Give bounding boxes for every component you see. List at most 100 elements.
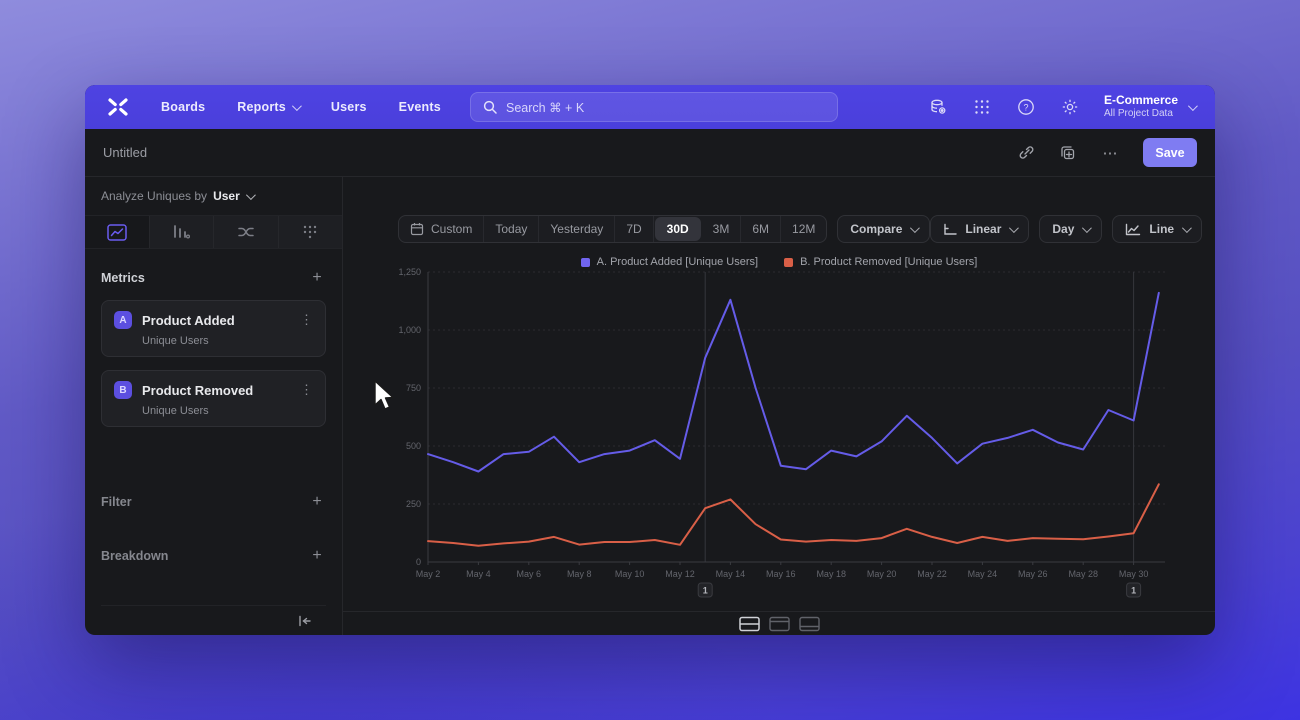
save-button[interactable]: Save — [1143, 138, 1197, 167]
report-toolbar: Untitled ⋯ Save — [85, 129, 1215, 177]
project-switcher[interactable]: E-Commerce All Project Data — [1103, 93, 1198, 121]
search-input[interactable]: Search ⌘ + K — [470, 92, 838, 122]
chart-toolbar: Custom Today Yesterday 7D 30D 3M 6M 12M … — [343, 215, 1215, 243]
tab-retention[interactable] — [278, 216, 342, 248]
filter-row: Filter + — [101, 493, 326, 511]
svg-text:May 26: May 26 — [1018, 569, 1048, 579]
chevron-down-icon — [1182, 222, 1192, 233]
breakdown-row: Breakdown + — [101, 547, 326, 565]
metric-badge-b: B — [114, 381, 132, 399]
nav-item-boards[interactable]: Boards — [161, 100, 205, 114]
nav-item-label: Events — [398, 100, 441, 114]
metric-options-icon[interactable]: ⋮ — [300, 382, 313, 397]
layout-switcher — [343, 611, 1215, 635]
svg-text:May 12: May 12 — [665, 569, 695, 579]
range-3m[interactable]: 3M — [702, 216, 742, 242]
range-today[interactable]: Today — [484, 216, 540, 242]
range-7d[interactable]: 7D — [615, 216, 654, 242]
settings-gear-icon[interactable] — [1060, 97, 1080, 117]
query-sidebar: Analyze Uniques by User — [85, 177, 343, 635]
mouse-cursor — [374, 380, 394, 410]
apps-grid-icon[interactable] — [972, 97, 992, 117]
data-management-icon[interactable] — [928, 97, 948, 117]
copy-link-icon[interactable] — [1017, 144, 1035, 162]
svg-text:May 2: May 2 — [416, 569, 441, 579]
tab-insights[interactable] — [85, 216, 150, 248]
chart-panel: Custom Today Yesterday 7D 30D 3M 6M 12M … — [343, 177, 1215, 635]
metric-options-icon[interactable]: ⋮ — [300, 312, 313, 327]
metric-card-product-added[interactable]: A Product Added ⋮ Unique Users — [101, 300, 326, 357]
tab-funnels[interactable] — [149, 216, 214, 248]
chevron-down-icon — [245, 189, 256, 200]
layout-split-view-icon[interactable] — [738, 616, 760, 632]
chevron-down-icon — [1009, 222, 1020, 233]
legend-item-a[interactable]: A. Product Added [Unique Users] — [580, 256, 759, 268]
help-icon[interactable]: ? — [1016, 97, 1036, 117]
range-label: Custom — [431, 222, 473, 236]
tab-flows[interactable] — [214, 216, 279, 248]
add-breakdown-button[interactable]: + — [312, 547, 322, 564]
svg-text:750: 750 — [406, 383, 421, 393]
range-label: 12M — [792, 222, 816, 236]
svg-text:1: 1 — [1131, 586, 1136, 596]
compare-label: Compare — [850, 222, 903, 236]
nav-item-events[interactable]: Events — [399, 100, 441, 114]
svg-text:May 20: May 20 — [867, 569, 897, 579]
add-metric-button[interactable]: + — [312, 269, 322, 286]
chevron-down-icon — [1187, 100, 1198, 111]
nav-item-users[interactable]: Users — [331, 100, 367, 114]
duplicate-icon[interactable] — [1059, 144, 1077, 162]
svg-text:May 16: May 16 — [766, 569, 796, 579]
legend-item-b[interactable]: B. Product Removed [Unique Users] — [784, 256, 977, 268]
retention-icon — [304, 225, 317, 239]
more-options-icon[interactable]: ⋯ — [1102, 144, 1118, 162]
mixpanel-logo-icon[interactable] — [105, 95, 131, 119]
svg-text:May 28: May 28 — [1068, 569, 1098, 579]
range-label: 6M — [752, 222, 770, 236]
legend-label: A. Product Added [Unique Users] — [596, 256, 759, 268]
range-30d[interactable]: 30D — [654, 217, 701, 241]
svg-text:0: 0 — [416, 557, 421, 567]
project-name: E-Commerce — [1103, 93, 1178, 108]
report-title[interactable]: Untitled — [103, 145, 148, 160]
range-custom[interactable]: Custom — [399, 216, 485, 242]
line-chart[interactable]: 0 250 500 750 1,000 1,250 May 2 May 4 May 6 May 8… — [343, 268, 1215, 611]
add-filter-button[interactable]: + — [312, 493, 322, 510]
metrics-label: Metrics — [101, 271, 145, 285]
funnels-icon — [174, 225, 191, 239]
scale-label: Linear — [965, 222, 1002, 236]
metrics-header-row: Metrics + — [101, 269, 326, 287]
chevron-down-icon — [291, 100, 302, 111]
chart-type-selector[interactable]: Line — [1112, 215, 1203, 243]
svg-text:May 18: May 18 — [816, 569, 846, 579]
chevron-down-icon — [910, 222, 921, 233]
sidebar-footer — [101, 605, 326, 635]
svg-text:?: ? — [1023, 102, 1028, 112]
layout-table-only-icon[interactable] — [798, 616, 820, 632]
analyze-by-value[interactable]: User — [213, 189, 240, 203]
analyze-uniques-header: Analyze Uniques by User — [85, 177, 342, 216]
svg-text:250: 250 — [406, 499, 421, 509]
calendar-icon — [410, 223, 424, 236]
chart-canvas[interactable]: 0 250 500 750 1,000 1,250 May 2 May 4 May 6 May 8… — [343, 268, 1214, 604]
svg-text:1,000: 1,000 — [398, 325, 421, 335]
interval-selector[interactable]: Day — [1039, 215, 1103, 243]
metric-subtitle[interactable]: Unique Users — [142, 335, 209, 347]
range-label: Today — [495, 222, 528, 236]
layout-chart-only-icon[interactable] — [768, 616, 790, 632]
scale-selector[interactable]: Linear — [930, 215, 1030, 243]
range-yesterday[interactable]: Yesterday — [539, 216, 616, 242]
interval-label: Day — [1052, 222, 1075, 236]
compare-button[interactable]: Compare — [837, 215, 931, 243]
svg-text:1,250: 1,250 — [398, 268, 421, 277]
search-placeholder: Search ⌘ + K — [506, 100, 585, 115]
svg-text:May 24: May 24 — [968, 569, 998, 579]
svg-text:May 30: May 30 — [1119, 569, 1149, 579]
insights-icon — [107, 223, 127, 241]
range-6m[interactable]: 6M — [741, 216, 782, 242]
range-12m[interactable]: 12M — [781, 216, 826, 242]
collapse-sidebar-icon[interactable] — [298, 615, 312, 627]
nav-item-reports[interactable]: Reports — [237, 100, 302, 114]
metric-card-product-removed[interactable]: B Product Removed ⋮ Unique Users — [101, 370, 326, 427]
metric-subtitle[interactable]: Unique Users — [142, 405, 209, 417]
